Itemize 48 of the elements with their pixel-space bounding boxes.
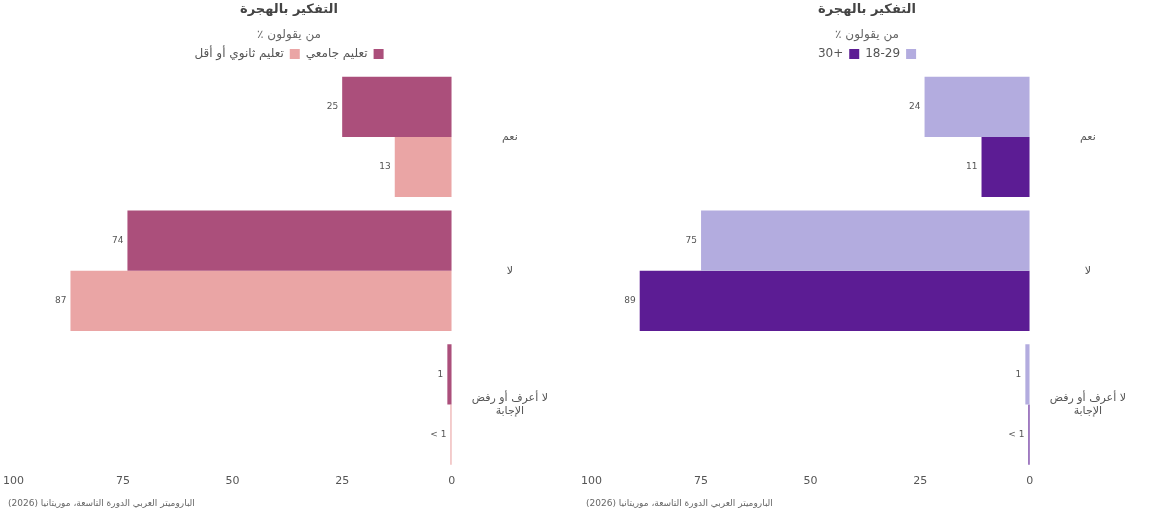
data-label: 89	[624, 295, 636, 306]
x-tick-label: 0	[448, 473, 456, 487]
x-tick-label: 100	[3, 473, 24, 487]
legend-label: تعليم جامعي	[305, 46, 368, 61]
data-label: < 1	[1008, 428, 1025, 439]
chart-title: التفكير بالهجرة	[240, 1, 338, 17]
y-tick-label: لا أعرف أو رفض الإجابة	[1049, 389, 1127, 417]
x-tick-label: 25	[913, 473, 928, 487]
y-tick-label: نعم	[1080, 129, 1096, 143]
chart-subtitle: ٪ من يقولون	[257, 26, 321, 42]
x-tick-label: 75	[694, 473, 709, 487]
bar	[447, 344, 452, 405]
legend-label: تعليم ثانوي أو أقل	[194, 45, 284, 62]
legend-label: 30+	[817, 46, 844, 61]
data-label: 24	[909, 101, 921, 112]
data-label: 1	[437, 368, 444, 379]
bar	[924, 76, 1030, 137]
data-label: 74	[111, 234, 124, 245]
x-tick-label: 100	[581, 473, 602, 487]
legend-label: 18-29	[865, 46, 901, 61]
data-label: 11	[966, 161, 978, 172]
bar	[70, 270, 452, 331]
data-label: 87	[55, 295, 67, 306]
x-tick-label: 50	[803, 473, 818, 487]
y-tick-label: نعم	[502, 129, 518, 143]
bar	[981, 136, 1030, 198]
x-tick-label: 0	[1026, 473, 1034, 487]
text: الباروميتر العربي الدورة التاسعة، موريتانيا (2026)	[586, 498, 773, 508]
x-tick-label: 75	[116, 473, 131, 487]
bar	[701, 210, 1030, 271]
chart-subtitle: ٪ من يقولون	[835, 26, 899, 42]
chart-title: التفكير بالهجرة	[818, 1, 916, 17]
bar	[639, 270, 1030, 331]
data-label: 1	[1015, 368, 1022, 379]
bar	[1025, 344, 1030, 405]
bar	[127, 210, 452, 271]
text: الباروميتر العربي الدورة التاسعة، موريتانيا (2026)	[8, 498, 195, 508]
y-tick-label: لا أعرف أو رفض الإجابة	[471, 389, 549, 417]
data-label: < 1	[430, 428, 447, 439]
data-label: 25	[326, 101, 339, 112]
x-tick-label: 50	[225, 473, 240, 487]
bar	[394, 136, 452, 198]
data-label: 13	[379, 161, 391, 172]
y-tick-label: لا	[506, 263, 514, 277]
x-tick-label: 25	[335, 473, 350, 487]
y-tick-label: لا	[1084, 263, 1092, 277]
bar	[342, 76, 452, 137]
data-label: 75	[685, 234, 698, 245]
